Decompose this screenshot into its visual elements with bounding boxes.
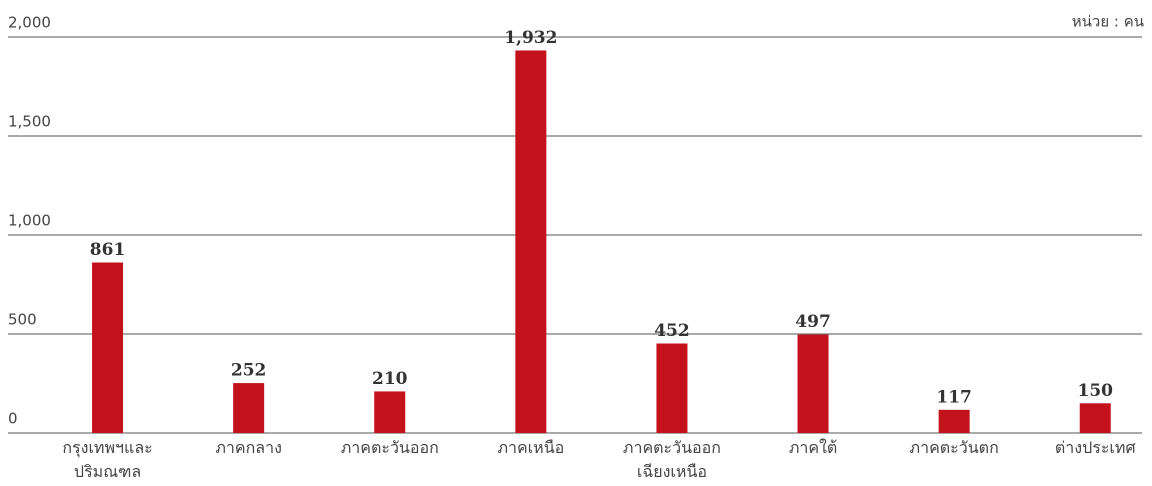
y-tick-label: 1,500 (8, 113, 51, 131)
bar (374, 391, 406, 433)
x-tick-label: ภาคตะวันตก (909, 438, 999, 457)
bar (92, 262, 124, 433)
bar (938, 409, 970, 433)
value-label: 150 (1078, 381, 1114, 401)
value-label: 861 (90, 240, 126, 260)
bar (1079, 403, 1111, 433)
value-label: 1,932 (504, 28, 557, 48)
bar (797, 334, 829, 433)
x-tick-label: ภาคตะวันออก เฉียงเหนือ (622, 438, 721, 481)
unit-label: หน่วย : คน (1072, 13, 1144, 31)
y-tick-label: 500 (8, 311, 37, 329)
y-tick-label: 2,000 (8, 14, 51, 32)
value-label: 452 (654, 321, 690, 341)
bar (656, 343, 688, 433)
value-label: 117 (936, 387, 972, 407)
value-label: 497 (795, 312, 831, 332)
x-tick-label: ภาคตะวันออก (340, 438, 439, 457)
x-tick-label: กรุงเทพฯและ ปริมณฑล (62, 438, 153, 481)
x-tick-label: ต่างประเทศ (1054, 438, 1136, 457)
y-tick-label: 1,000 (8, 212, 51, 230)
bar (515, 50, 547, 434)
y-tick-label: 0 (8, 410, 18, 428)
x-tick-label: ภาคเหนือ (497, 438, 565, 457)
value-label: 210 (372, 369, 408, 389)
bar (233, 383, 265, 433)
x-tick-label: ภาคใต้ (788, 438, 838, 457)
value-label: 252 (231, 361, 267, 381)
x-tick-label: ภาคกลาง (215, 438, 282, 457)
